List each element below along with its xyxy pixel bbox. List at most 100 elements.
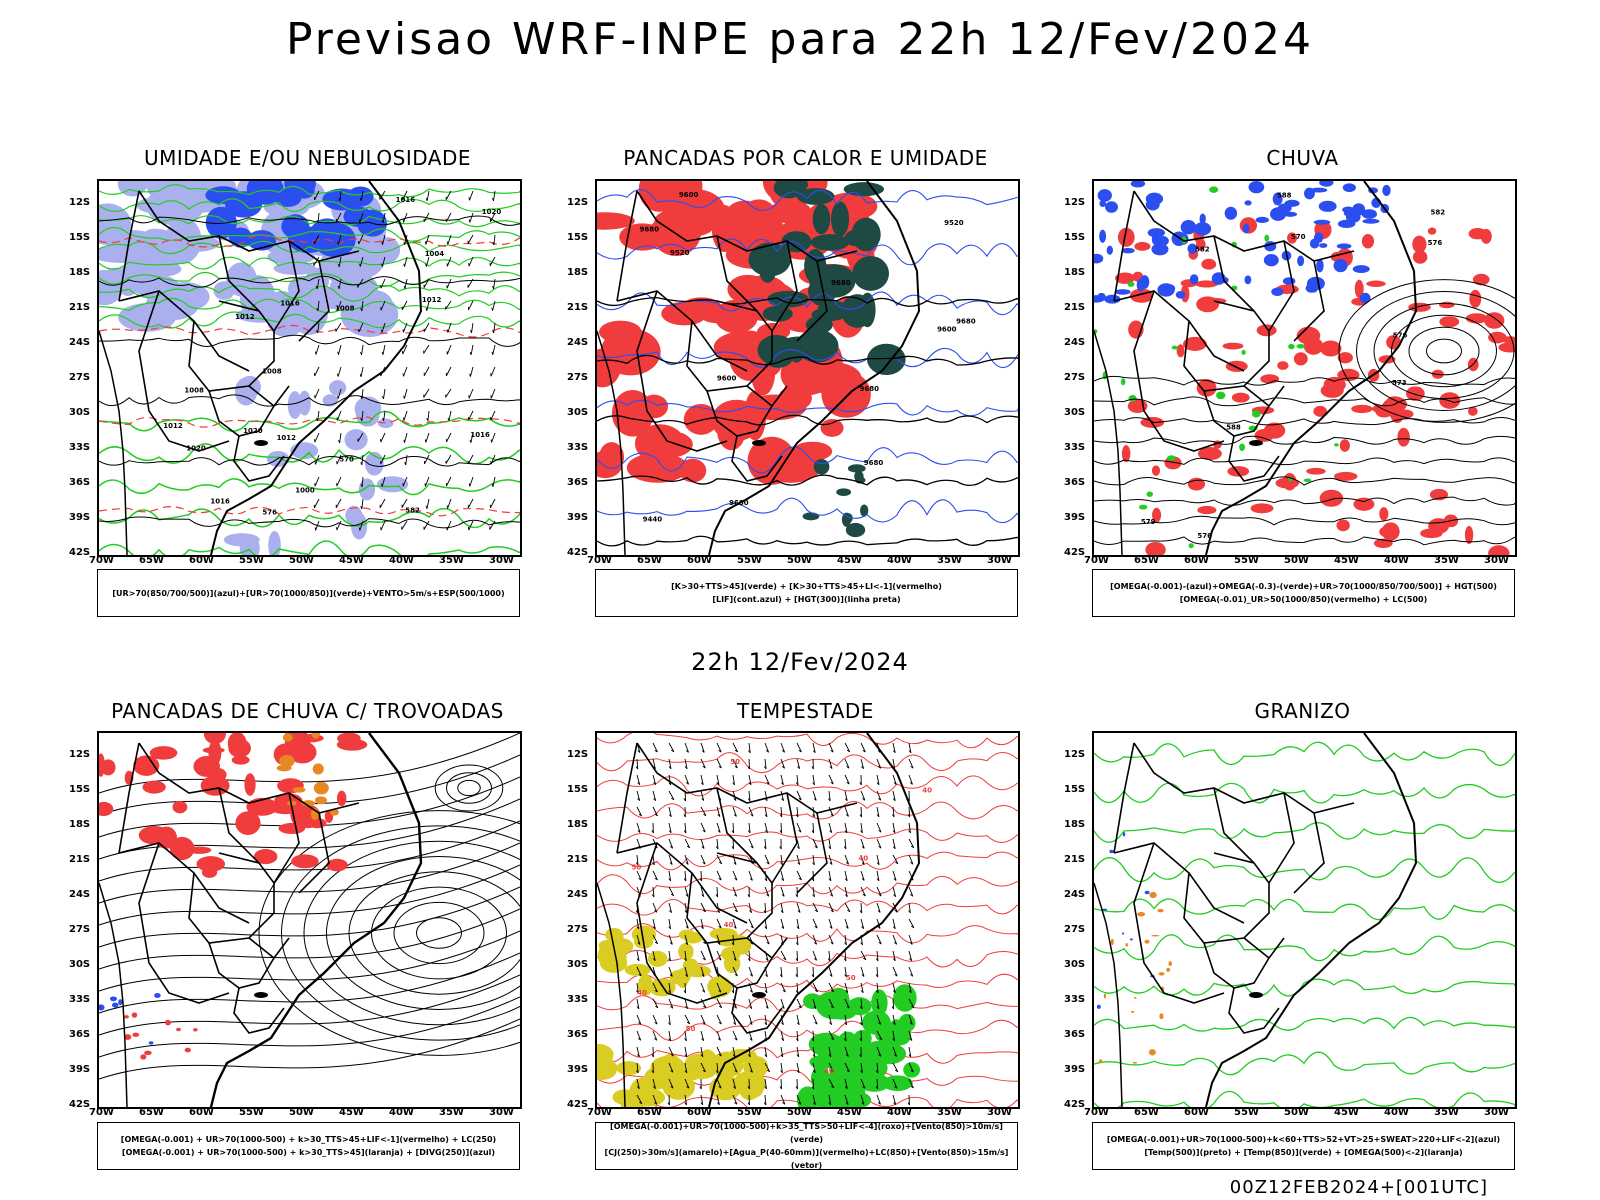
wind-vector-head (492, 197, 494, 202)
wind-vector-head (795, 958, 798, 962)
field-patch (809, 1055, 835, 1069)
wind-vector-head (425, 197, 428, 201)
latitude-tick-label: 15S (1064, 232, 1086, 243)
wind-vector (468, 520, 474, 531)
wind-vector-head (734, 1101, 738, 1105)
wind-vector-head (764, 990, 768, 994)
wind-vector-head (845, 814, 849, 817)
wind-vector-head (718, 1085, 722, 1089)
wind-vector (860, 1062, 863, 1073)
wind-vector (700, 1062, 706, 1073)
wind-vector-head (684, 766, 688, 770)
longitude-tick-label: 70W (89, 555, 114, 566)
wind-vector (812, 822, 815, 834)
contour-line (597, 923, 1018, 944)
field-patch (609, 948, 627, 967)
field-patch (1241, 349, 1246, 355)
wind-vector (732, 1046, 736, 1057)
field-patch (244, 773, 256, 796)
wind-vector (732, 1030, 738, 1041)
wind-vector-head (381, 219, 384, 223)
wind-vector (892, 838, 896, 849)
field-patch (305, 267, 329, 295)
field-patch (213, 281, 235, 300)
latitude-tick-label: 24S (567, 337, 589, 348)
contour-line (1094, 1090, 1515, 1107)
wind-vector (908, 998, 915, 1008)
thickness-lines (99, 235, 520, 517)
wind-vector (471, 322, 474, 333)
wind-vector (908, 1046, 912, 1057)
field-patch (111, 1002, 119, 1008)
country-border (208, 937, 290, 989)
wind-vector (812, 982, 818, 993)
wind-vector (892, 966, 898, 977)
map-panel-umidade: 1016 1012 1020 1016 1008 1012 1016 1004 1020 1000… (97, 179, 522, 557)
wind-vector (764, 1094, 767, 1106)
wind-vector-head (798, 1005, 802, 1009)
field-patch (1351, 404, 1373, 414)
wind-vector (314, 432, 320, 443)
wind-vector (668, 774, 672, 785)
wind-vector (812, 1078, 815, 1090)
latitude-tick-label: 42S (1064, 547, 1086, 558)
country-border (273, 240, 300, 332)
wind-vector-head (718, 861, 722, 865)
wind-vector-head (733, 1006, 737, 1009)
wind-vector (876, 1094, 881, 1105)
field-patch (1195, 280, 1218, 288)
wind-vector (860, 982, 864, 993)
wind-vector-head (654, 1021, 658, 1025)
country-border (636, 842, 728, 1004)
wind-vector (652, 1094, 658, 1105)
wind-vector-head (749, 1006, 752, 1009)
wind-vector-head (669, 862, 673, 865)
panel-title-pancadas-trovoadas: PANCADAS DE CHUVA C/ TROVOADAS (111, 699, 504, 723)
wind-vector (780, 902, 784, 913)
wind-vector (764, 1078, 767, 1089)
field-patch (1420, 528, 1443, 539)
contour-label: 1020 (482, 208, 502, 216)
wind-vector (908, 838, 915, 849)
wind-vector (636, 982, 639, 993)
wind-vector (716, 806, 721, 817)
wind-vector-head (684, 958, 687, 962)
wind-vector (796, 950, 799, 962)
contour-label: 9600 (937, 325, 957, 333)
wind-vector (636, 774, 641, 785)
country-border (1133, 842, 1225, 1004)
wind-vector-head (748, 782, 752, 786)
wind-vector-head (635, 766, 639, 770)
contour-label: 1016 (280, 299, 300, 307)
wind-vector-head (426, 417, 429, 422)
field-patch (1337, 352, 1353, 364)
wind-vector-head (635, 910, 639, 914)
wind-vector (492, 300, 496, 311)
wind-vector (337, 388, 342, 399)
field-patch (99, 269, 124, 306)
contour-line (597, 752, 1018, 774)
wind-vector (426, 498, 430, 509)
contour-label: 50 (730, 758, 740, 766)
wind-vector-head (733, 862, 737, 865)
contour-line (99, 410, 520, 432)
wind-vector (636, 1014, 642, 1025)
wind-vector-head (892, 814, 895, 818)
wind-vector (401, 498, 408, 508)
field-patch (176, 1027, 181, 1032)
wind-vector (379, 498, 386, 508)
wind-vector-head (651, 894, 655, 898)
wind-vector-head (812, 862, 815, 866)
wind-vector-head (892, 830, 896, 834)
wind-vector (652, 934, 659, 945)
contour-ring (457, 779, 481, 797)
wind-vector-head (846, 1069, 850, 1073)
wind-vector-head (892, 798, 896, 802)
longitude-tick-label: 70W (1084, 1107, 1109, 1118)
wind-vector-head (795, 990, 799, 994)
contour-label: 588 (1277, 192, 1292, 200)
contour-ring (281, 825, 520, 1041)
wind-vector (732, 998, 737, 1009)
field-patch (796, 1086, 819, 1107)
wind-vector-head (844, 798, 848, 802)
